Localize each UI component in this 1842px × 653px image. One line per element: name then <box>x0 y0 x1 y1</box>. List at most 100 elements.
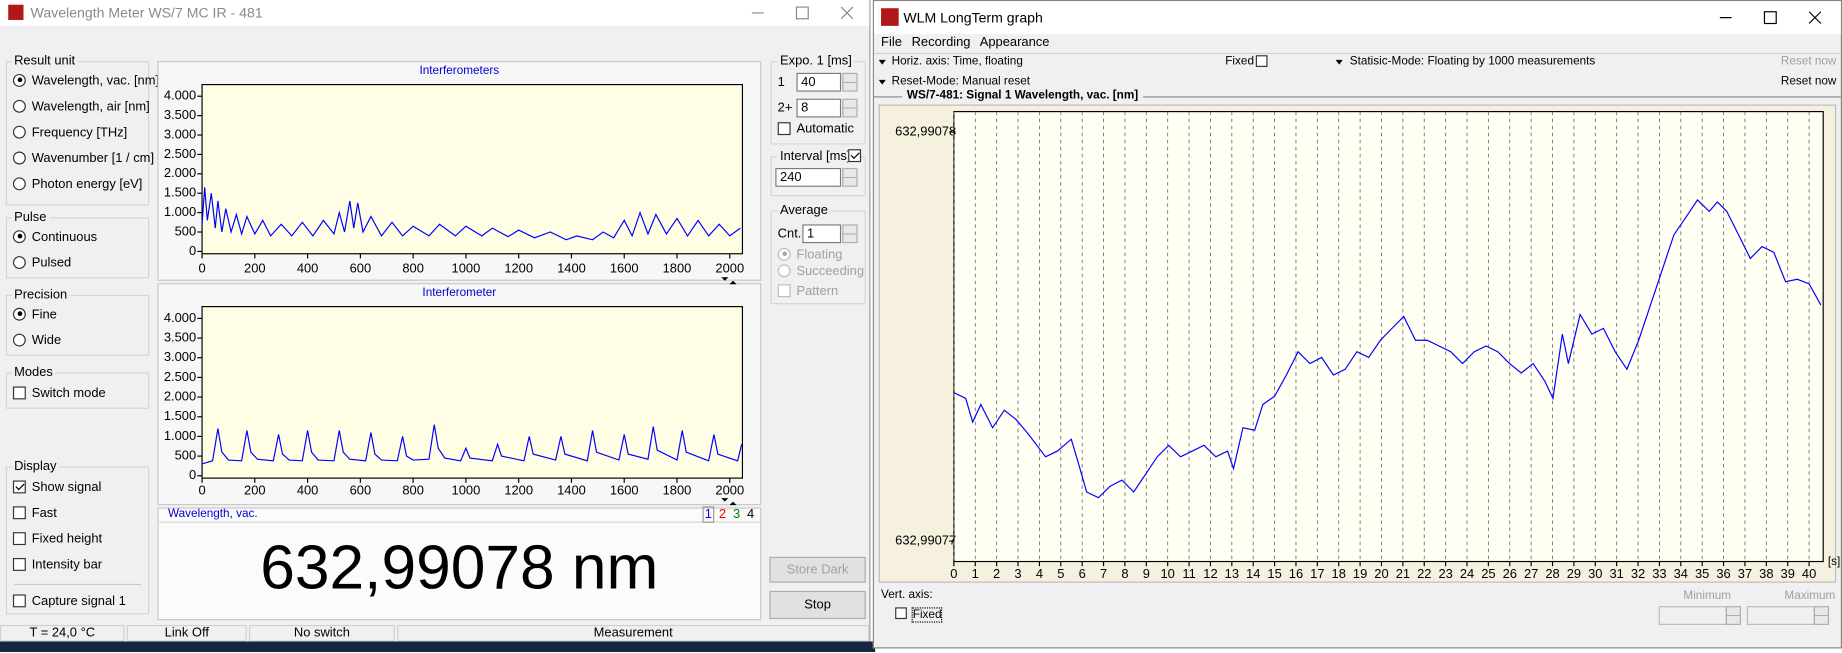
radio-option[interactable]: Frequency [THz] <box>12 125 127 141</box>
checkbox-option[interactable]: Fixed height <box>12 531 102 547</box>
text-input[interactable]: 240 <box>775 167 842 187</box>
checkbox[interactable] <box>848 148 862 162</box>
spin-button[interactable] <box>842 167 858 187</box>
checkbox-option[interactable]: Automatic <box>777 121 854 137</box>
reset-button[interactable]: Reset now <box>1780 75 1837 89</box>
radio-option[interactable]: Pulsed <box>12 255 71 271</box>
radio-option[interactable]: Wavenumber [1 / cm] <box>12 150 154 166</box>
y-tick-label: 4.000 <box>164 310 196 325</box>
horiz-axis-setting[interactable]: Horiz. axis: Time, floating <box>891 55 1023 69</box>
x-tick-label: 200 <box>244 482 266 497</box>
radio-option[interactable]: Wavelength, air [nm] <box>12 99 150 115</box>
radio-button[interactable] <box>12 99 26 113</box>
spin-button[interactable] <box>1725 606 1741 625</box>
resize-handle[interactable] <box>719 276 738 285</box>
checkbox-option[interactable]: Fixed <box>895 607 943 623</box>
radio-button[interactable] <box>12 125 26 139</box>
text-input[interactable]: 1 <box>802 224 842 244</box>
resize-handle[interactable] <box>719 497 738 506</box>
radio-option[interactable]: Photon energy [eV] <box>12 176 142 192</box>
checkbox[interactable] <box>12 593 26 607</box>
x-tick-label: 13 <box>1225 566 1239 581</box>
spin-button[interactable] <box>1813 606 1830 625</box>
checkbox-label: Switch mode <box>31 386 106 401</box>
checkbox[interactable] <box>777 121 791 135</box>
radio-button[interactable] <box>12 333 26 347</box>
checkbox[interactable] <box>777 283 791 297</box>
y-tick-label: 1.000 <box>164 204 196 219</box>
checkbox-option[interactable]: Pattern <box>777 283 838 299</box>
window-controls[interactable] <box>1708 1 1841 34</box>
radio-option[interactable]: Wavelength, vac. [nm] <box>12 73 159 89</box>
x-tick-label: 1200 <box>504 260 533 275</box>
x-tick-label: 32 <box>1631 566 1645 581</box>
checkbox[interactable] <box>12 531 26 545</box>
radio-label: Succeeding <box>796 264 865 279</box>
checkbox[interactable] <box>12 479 26 493</box>
button[interactable]: Stop <box>769 590 866 620</box>
y-tick-label: 0 <box>189 467 196 482</box>
menu-item[interactable]: Recording <box>911 35 971 50</box>
group-label: Modes <box>11 365 56 380</box>
x-tick-label: 19 <box>1353 566 1367 581</box>
signal-number[interactable]: 1 <box>702 506 715 523</box>
checkbox-option[interactable]: Fast <box>12 505 57 521</box>
checkbox-label: Fast <box>31 506 57 521</box>
radio-button[interactable] <box>12 307 26 321</box>
checkbox-label: Fixed <box>911 607 943 623</box>
checkbox-option[interactable]: Show signal <box>12 479 101 495</box>
menu-item[interactable]: Appearance <box>979 35 1050 50</box>
checkbox-option[interactable]: Intensity bar <box>12 557 102 573</box>
wavelength-readout: 632,99078 nm <box>260 533 659 603</box>
reset-mode[interactable]: Reset-Mode: Manual reset <box>891 75 1031 89</box>
radio-button[interactable] <box>12 176 26 190</box>
radio-button[interactable] <box>12 151 26 164</box>
checkbox[interactable] <box>12 505 26 519</box>
checkbox-option[interactable]: Capture signal 1 <box>12 593 126 609</box>
radio-button[interactable] <box>777 247 791 261</box>
group-label: Result unit <box>11 54 78 69</box>
radio-option[interactable]: Floating <box>777 247 842 263</box>
checkbox-option[interactable] <box>1255 54 1274 70</box>
radio-button[interactable] <box>12 73 26 87</box>
x-tick-label: 39 <box>1781 566 1795 581</box>
radio-option[interactable]: Continuous <box>12 229 97 245</box>
button[interactable]: Store Dark <box>769 556 866 583</box>
checkbox[interactable] <box>895 607 907 620</box>
signal-number[interactable]: 4 <box>747 507 755 522</box>
checkbox[interactable] <box>12 557 26 571</box>
x-tick-label: 40 <box>1802 566 1816 581</box>
radio-option[interactable]: Succeeding <box>777 263 865 279</box>
radio-button[interactable] <box>777 263 791 277</box>
reset-button[interactable]: Reset now <box>1780 55 1837 69</box>
x-tick-label: 1400 <box>557 482 586 497</box>
spin-button[interactable] <box>842 224 858 244</box>
y-tick-label: 0 <box>189 243 196 258</box>
y-tick-label: 3.000 <box>164 349 196 364</box>
radio-button[interactable] <box>12 229 26 243</box>
menu-item[interactable]: File <box>881 35 902 50</box>
checkbox[interactable] <box>12 386 26 399</box>
spin-button[interactable] <box>842 72 858 92</box>
x-tick-label: 400 <box>297 482 319 497</box>
data-line <box>201 424 743 465</box>
text-input[interactable]: 40 <box>796 72 842 92</box>
radio-option[interactable]: Wide <box>12 332 61 348</box>
separator <box>157 521 762 523</box>
text-input[interactable]: 8 <box>796 98 842 118</box>
checkbox-option[interactable] <box>848 148 862 165</box>
window-controls[interactable] <box>740 0 869 26</box>
checkbox-option[interactable]: Switch mode <box>12 385 106 401</box>
signal-number[interactable]: 3 <box>732 507 741 522</box>
x-tick-label: 1200 <box>504 482 533 497</box>
spin-button[interactable] <box>842 98 858 118</box>
signal-number[interactable]: 2 <box>718 507 727 522</box>
radio-button[interactable] <box>12 255 26 269</box>
expander[interactable] <box>1335 58 1344 67</box>
statistic-mode[interactable]: Statisic-Mode: Floating by 1000 measurem… <box>1349 55 1596 69</box>
x-tick-label: 2 <box>993 566 1000 581</box>
separator <box>874 96 1841 98</box>
plot-area <box>201 306 744 479</box>
radio-option[interactable]: Fine <box>12 307 57 323</box>
checkbox[interactable] <box>1255 55 1268 68</box>
